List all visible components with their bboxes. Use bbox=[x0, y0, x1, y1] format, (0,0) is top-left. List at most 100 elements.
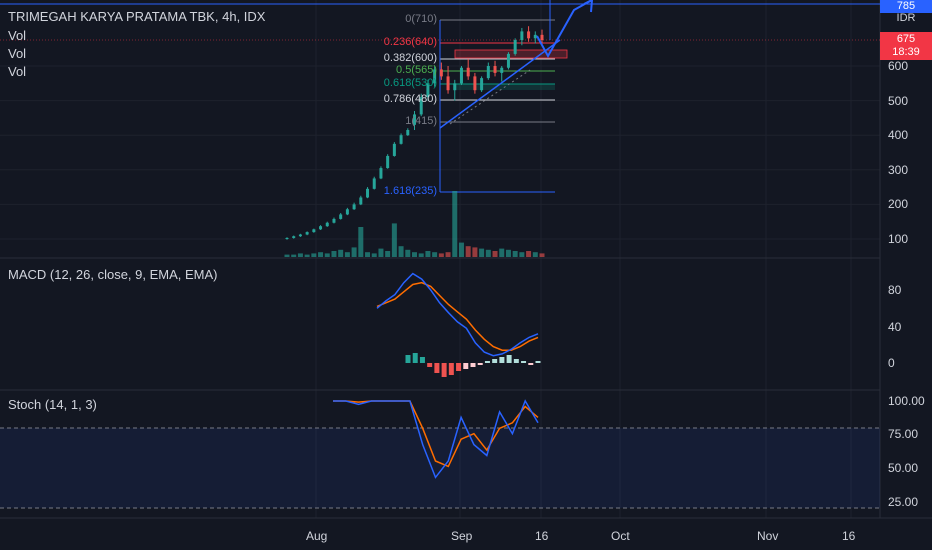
time-label-oct: Oct bbox=[611, 529, 630, 543]
price-tick-100: 100 bbox=[888, 232, 909, 246]
candle-body bbox=[325, 222, 329, 227]
chart-title[interactable]: TRIMEGAH KARYA PRATAMA TBK, 4h, IDX bbox=[8, 9, 266, 24]
macd-histogram-bar bbox=[470, 363, 476, 367]
candle-body bbox=[459, 67, 463, 84]
candle-body bbox=[506, 53, 510, 68]
macd-title[interactable]: MACD (12, 26, close, 9, EMA, EMA) bbox=[8, 267, 218, 282]
trend-drawings[interactable] bbox=[439, 0, 594, 129]
volume-bar bbox=[385, 251, 391, 257]
macd-tick-0: 0 bbox=[888, 356, 895, 370]
price-tick-300: 300 bbox=[888, 163, 909, 177]
candle-body bbox=[406, 130, 410, 136]
volume-bar bbox=[365, 252, 371, 257]
macd-histogram-bar bbox=[521, 361, 527, 363]
candle-body bbox=[392, 143, 396, 156]
fib-label-4: 0.618(530) bbox=[383, 77, 437, 89]
volume-bar bbox=[519, 252, 525, 257]
volume-bar bbox=[391, 223, 397, 257]
candle-body bbox=[533, 34, 537, 39]
volume-bar bbox=[465, 246, 471, 257]
volume-bar bbox=[418, 253, 424, 257]
macd-pane bbox=[376, 272, 541, 377]
macd-histogram-bar bbox=[434, 363, 440, 373]
candle-body bbox=[292, 236, 296, 238]
candle-body bbox=[439, 69, 443, 77]
candle-body bbox=[527, 31, 531, 39]
fib-label-5: 0.786(480) bbox=[383, 93, 437, 105]
macd-histogram-bar bbox=[456, 363, 462, 371]
macd-histogram-bar bbox=[506, 355, 512, 363]
volume-bar bbox=[479, 248, 485, 257]
candle-body bbox=[513, 40, 517, 54]
volume-bar bbox=[318, 252, 324, 257]
volume-bar bbox=[505, 249, 511, 257]
candle-body bbox=[345, 209, 349, 215]
resistance-zone bbox=[454, 49, 568, 59]
fib-label-3: 0.5(565) bbox=[396, 64, 437, 76]
price-tick-600: 600 bbox=[888, 59, 909, 73]
candle-body bbox=[305, 232, 309, 235]
macd-histogram-bar bbox=[513, 359, 519, 363]
volume-bar bbox=[438, 253, 444, 257]
volume-bar bbox=[338, 249, 344, 257]
stoch-tick-100: 100.00 bbox=[888, 394, 925, 408]
volume-bar bbox=[371, 253, 377, 257]
candle-body bbox=[379, 168, 383, 179]
candle-body bbox=[285, 237, 289, 239]
volume-bar bbox=[452, 191, 458, 257]
last-price-tag: 675 18:39 bbox=[880, 32, 932, 60]
candle-body bbox=[366, 188, 370, 198]
volume-bar bbox=[499, 248, 505, 257]
price-candles bbox=[285, 26, 544, 240]
fib-label-7: 1.618(235) bbox=[383, 185, 437, 197]
volume-bar bbox=[512, 251, 518, 257]
volume-bar bbox=[539, 253, 545, 257]
macd-histogram-bar bbox=[535, 361, 541, 363]
volume-bar bbox=[532, 252, 538, 257]
candle-body bbox=[486, 66, 490, 79]
candle-body bbox=[332, 218, 336, 223]
time-label-nov: Nov bbox=[757, 529, 779, 543]
macd-histogram-bar bbox=[412, 353, 418, 363]
candle-body bbox=[453, 83, 457, 91]
candle-body bbox=[473, 76, 477, 91]
candle-body bbox=[399, 135, 403, 144]
macd-histogram-bar bbox=[441, 363, 447, 377]
price-tick-400: 400 bbox=[888, 128, 909, 142]
macd-tick-80: 80 bbox=[888, 283, 902, 297]
volume-bar bbox=[458, 242, 464, 257]
candle-body bbox=[466, 67, 470, 77]
volume-bar bbox=[304, 254, 310, 257]
candle-body bbox=[312, 229, 316, 233]
candle-body bbox=[426, 83, 430, 98]
candle-body bbox=[339, 214, 343, 219]
macd-signal-line bbox=[376, 281, 539, 351]
volume-bar bbox=[297, 253, 303, 257]
macd-histogram-bar bbox=[492, 359, 498, 363]
vol-label-3[interactable]: Vol bbox=[8, 64, 27, 79]
candle-body bbox=[359, 197, 363, 205]
macd-histogram-bar bbox=[528, 363, 534, 365]
stoch-pane bbox=[333, 399, 539, 479]
candle-body bbox=[319, 226, 323, 230]
volume-bar bbox=[412, 252, 417, 257]
vol-label-1[interactable]: Vol bbox=[8, 28, 27, 43]
macd-histogram-bar bbox=[405, 355, 411, 363]
volume-bar bbox=[344, 252, 350, 257]
candle-body bbox=[352, 204, 356, 210]
fib-label-6: 1(415) bbox=[405, 115, 437, 127]
macd-histogram-bar bbox=[477, 363, 483, 365]
candle-body bbox=[480, 78, 484, 91]
vol-label-2[interactable]: Vol bbox=[8, 46, 27, 61]
stoch-tick-50: 50.00 bbox=[888, 461, 919, 475]
volume-bar bbox=[358, 227, 364, 257]
time-label-aug: Aug bbox=[306, 529, 328, 543]
candle-body bbox=[500, 67, 504, 73]
fib-label-0: 0(710) bbox=[405, 13, 437, 25]
stoch-band-fill bbox=[0, 428, 880, 508]
volume-bar bbox=[445, 252, 451, 257]
macd-histogram-bar bbox=[484, 361, 490, 363]
candle-body bbox=[298, 234, 302, 237]
stoch-title[interactable]: Stoch (14, 1, 3) bbox=[8, 397, 97, 412]
